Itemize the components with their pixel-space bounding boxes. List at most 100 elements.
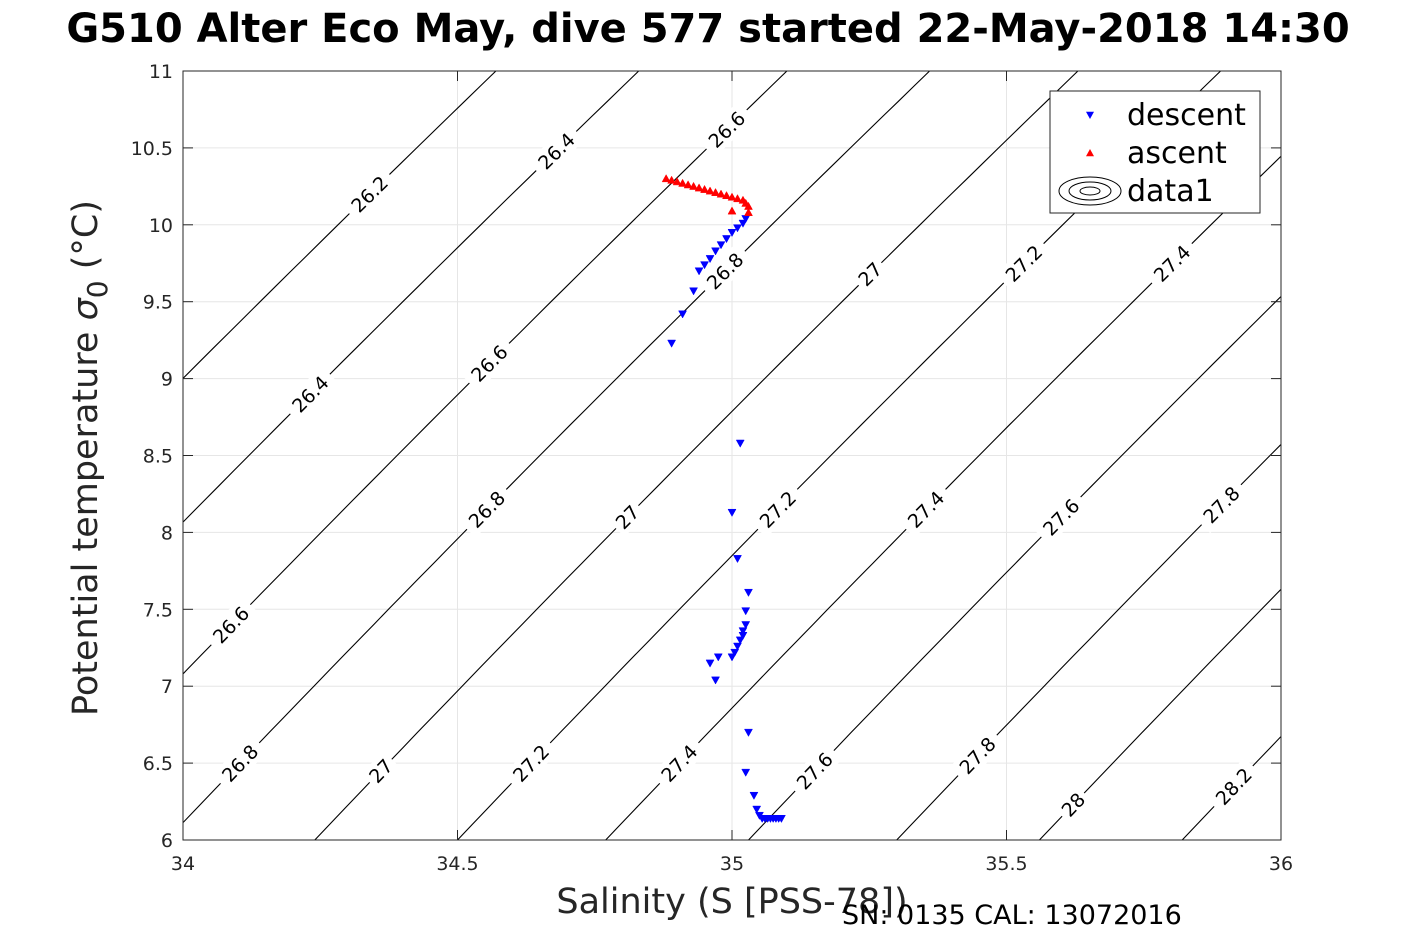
contour-label: 27.6 xyxy=(786,742,843,800)
descent-point xyxy=(667,339,677,348)
contour-label-bg xyxy=(202,596,259,654)
descent-point xyxy=(738,627,748,636)
y-tick-label: 10.5 xyxy=(131,138,173,160)
contour-label-bg xyxy=(1143,235,1201,292)
ascent-point xyxy=(694,183,704,192)
legend-contour-icon xyxy=(1058,176,1122,206)
contour-label-bg xyxy=(850,254,890,294)
contour-label-bg xyxy=(281,365,339,423)
legend-ascent-marker xyxy=(1086,149,1094,157)
contour-label-bg xyxy=(607,497,647,537)
descent-point xyxy=(727,229,737,238)
series-descent xyxy=(667,215,786,823)
legend-descent-marker xyxy=(1086,111,1094,119)
contour-line xyxy=(1039,588,1281,840)
y-tick-label: 11 xyxy=(149,61,173,83)
descent-point xyxy=(738,219,748,228)
y-axis-label: Potential temperature σ0 (°C) xyxy=(66,200,114,716)
contour-label: 26.4 xyxy=(281,365,339,423)
x-tick-label: 35.5 xyxy=(985,853,1027,875)
ascent-point xyxy=(727,192,737,201)
contour-label-bg xyxy=(696,242,754,300)
ascent-point xyxy=(672,177,682,186)
descent-point xyxy=(752,805,762,814)
contour-label-bg xyxy=(211,734,268,792)
descent-point xyxy=(741,621,751,630)
descent-point xyxy=(711,676,720,685)
descent-point xyxy=(741,607,751,616)
contour-label: 26.6 xyxy=(202,596,259,654)
y-axis-label-prefix: Potential temperature xyxy=(66,320,106,716)
contour-label-bg xyxy=(460,334,518,392)
contour-label: 27.6 xyxy=(1032,488,1090,546)
legend: descent ascent data1 xyxy=(1049,90,1261,214)
contour-label-bg xyxy=(360,750,401,791)
descent-point xyxy=(730,648,740,657)
legend-data1-label: data1 xyxy=(1127,174,1214,209)
ascent-point xyxy=(727,206,737,215)
axes: 34 34.5 35 35.5 36 6 6.5 7 7.5 8 8.5 9 9.5 10 10.5 11 xyxy=(131,61,1293,875)
contour-label: 27.2 xyxy=(995,235,1053,292)
descent-point xyxy=(711,247,720,256)
descent-point xyxy=(705,255,715,264)
contour-label-bg xyxy=(786,742,843,800)
descent-point xyxy=(689,287,698,296)
contour-label-bg xyxy=(897,480,955,538)
y-axis-label-suffix: (°C) xyxy=(66,200,106,280)
serial-calibration-note: SN: 0135 CAL: 13072016 xyxy=(842,900,1182,931)
contour-label: 26.6 xyxy=(460,334,518,392)
y-tick-label: 9.5 xyxy=(143,292,173,314)
contour-label-bg xyxy=(698,101,756,158)
contour-label: 26.2 xyxy=(340,165,398,223)
y-axis-label-symbol: σ xyxy=(66,296,106,320)
descent-point xyxy=(735,636,745,645)
ascent-point xyxy=(716,189,726,198)
legend-ascent-label: ascent xyxy=(1127,136,1227,171)
y-tick-label: 6 xyxy=(161,830,173,852)
contour-label-bg xyxy=(949,726,1006,784)
legend-descent-label: descent xyxy=(1127,98,1246,133)
descent-point xyxy=(735,439,745,448)
contour-line xyxy=(183,71,788,675)
contour-label: 26.8 xyxy=(458,480,515,538)
descent-point xyxy=(727,508,737,517)
contour-label-bg xyxy=(749,480,806,538)
contour-label-bg xyxy=(502,734,559,792)
descent-point xyxy=(749,791,759,800)
descent-point xyxy=(744,588,753,597)
descent-point xyxy=(744,728,753,737)
descent-point xyxy=(722,235,731,244)
descent-point xyxy=(716,241,726,250)
contour-label: 27.8 xyxy=(1193,476,1250,534)
ascent-point xyxy=(722,191,731,200)
x-axis-label: Salinity (S [PSS-78]) xyxy=(556,882,907,922)
descent-point xyxy=(738,631,748,640)
ascent-point xyxy=(744,207,753,216)
contour-line xyxy=(896,443,1281,840)
descent-point xyxy=(733,642,742,651)
contour-label: 27.2 xyxy=(749,480,806,538)
chart-title: G510 Alter Eco May, dive 577 started 22-… xyxy=(66,6,1350,52)
descent-point xyxy=(733,555,742,564)
contour-line xyxy=(314,71,1079,840)
contour-label: 26.4 xyxy=(527,122,585,180)
descent-point xyxy=(705,659,715,668)
data-series xyxy=(661,174,786,823)
descent-point xyxy=(713,653,723,662)
ascent-point xyxy=(700,184,709,193)
ascent-point xyxy=(683,180,693,189)
x-tick-label: 34.5 xyxy=(436,853,478,875)
ascent-point xyxy=(711,187,720,196)
contour-label-text: 27 xyxy=(612,501,645,534)
y-tick-label: 7 xyxy=(161,676,173,698)
legend-ascent-triangle xyxy=(1086,149,1094,157)
y-tick-label: 8 xyxy=(161,522,173,544)
contour-label-bg xyxy=(458,480,515,538)
contour-label: 26.6 xyxy=(698,101,756,158)
contour-line xyxy=(183,71,930,824)
contour-label-bg xyxy=(651,734,708,792)
descent-point xyxy=(700,261,709,270)
ascent-point xyxy=(733,194,742,203)
y-tick-label: 8.5 xyxy=(143,446,173,468)
contour-label: 27.4 xyxy=(1143,235,1201,292)
